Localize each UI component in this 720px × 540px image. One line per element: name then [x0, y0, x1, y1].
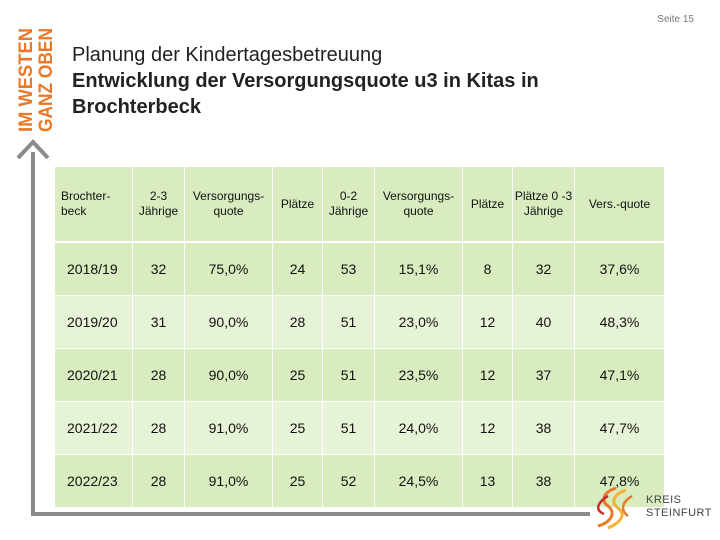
- table-cell: 25: [272, 348, 323, 402]
- table-header-row: Brochter-beck 2-3 Jährige Versorgungs-qu…: [54, 166, 665, 243]
- header-cell: Versorgungs-quote: [374, 166, 463, 243]
- header-cell: Brochter-beck: [54, 166, 133, 243]
- table-cell: 90,0%: [184, 348, 273, 402]
- table-row: 2018/19 32 75,0% 24 53 15,1% 8 32 37,6%: [54, 241, 665, 296]
- table-cell: 38: [512, 401, 575, 455]
- table-cell: 23,5%: [374, 348, 463, 402]
- table-cell: 2020/21: [54, 348, 133, 402]
- table-cell: 23,0%: [374, 295, 463, 349]
- table-cell: 51: [322, 295, 375, 349]
- brand-line-1: IM WESTEN: [16, 28, 37, 132]
- table-cell: 32: [132, 241, 185, 296]
- header-cell: 2-3 Jährige: [132, 166, 185, 243]
- table-cell: 24: [272, 241, 323, 296]
- table-cell: 24,5%: [374, 454, 463, 508]
- table-cell: 52: [322, 454, 375, 508]
- table-cell: 90,0%: [184, 295, 273, 349]
- header-cell: Plätze: [272, 166, 323, 243]
- header-cell: Plätze 0 -3 Jährige: [512, 166, 575, 243]
- table-cell: 47,8%: [574, 454, 665, 508]
- logo-text: KREIS STEINFURT: [646, 494, 712, 520]
- table-cell: 75,0%: [184, 241, 273, 296]
- title-block: Planung der Kindertagesbetreuung Entwick…: [72, 42, 672, 120]
- table-cell: 28: [272, 295, 323, 349]
- logo-line-1: KREIS: [646, 494, 682, 506]
- header-cell: Versorgungs-quote: [184, 166, 273, 243]
- table-cell: 28: [132, 454, 185, 508]
- table-cell: 53: [322, 241, 375, 296]
- table-cell: 51: [322, 401, 375, 455]
- logo-line-2: STEINFURT: [646, 507, 713, 519]
- table-cell: 25: [272, 454, 323, 508]
- table-cell: 28: [132, 401, 185, 455]
- table-row: 2020/21 28 90,0% 25 51 23,5% 12 37 47,1%: [54, 348, 665, 402]
- brand-vertical-text: IM WESTEN GANZ OBEN: [8, 24, 56, 134]
- table-cell: 51: [322, 348, 375, 402]
- data-table: Brochter-beck 2-3 Jährige Versorgungs-qu…: [54, 166, 665, 508]
- table-cell: 12: [462, 348, 513, 402]
- brand-line-2: GANZ OBEN: [36, 28, 56, 132]
- table-row: 2019/20 31 90,0% 28 51 23,0% 12 40 48,3%: [54, 295, 665, 349]
- table-cell: 31: [132, 295, 185, 349]
- table-cell: 48,3%: [574, 295, 665, 349]
- title-line-1: Planung der Kindertagesbetreuung: [72, 44, 383, 66]
- table-cell: 37: [512, 348, 575, 402]
- table-cell: 12: [462, 295, 513, 349]
- table-cell: 8: [462, 241, 513, 296]
- header-cell: Vers.-quote: [574, 166, 665, 243]
- table-cell: 2021/22: [54, 401, 133, 455]
- table-cell: 91,0%: [184, 401, 273, 455]
- header-cell: Plätze: [462, 166, 513, 243]
- header-cell: 0-2 Jährige: [322, 166, 375, 243]
- table-cell: 28: [132, 348, 185, 402]
- title-line-2: Entwicklung der Versorgungsquote u3 in K…: [72, 70, 539, 92]
- table-cell: 32: [512, 241, 575, 296]
- table-cell: 40: [512, 295, 575, 349]
- table-row: 2022/23 28 91,0% 25 52 24,5% 13 38 47,8%: [54, 454, 665, 508]
- table-cell: 2019/20: [54, 295, 133, 349]
- page-number: Seite 15: [657, 14, 694, 25]
- table-cell: 47,7%: [574, 401, 665, 455]
- table-cell: 37,6%: [574, 241, 665, 296]
- table-cell: 47,1%: [574, 348, 665, 402]
- table-cell: 15,1%: [374, 241, 463, 296]
- kreis-steinfurt-logo-icon: [596, 486, 633, 530]
- table-cell: 12: [462, 401, 513, 455]
- table-cell: 2022/23: [54, 454, 133, 508]
- title-line-3: Brochterbeck: [72, 96, 201, 118]
- table-cell: 91,0%: [184, 454, 273, 508]
- table-cell: 2018/19: [54, 241, 133, 296]
- table-cell: 25: [272, 401, 323, 455]
- table-cell: 38: [512, 454, 575, 508]
- table-cell: 13: [462, 454, 513, 508]
- table-cell: 24,0%: [374, 401, 463, 455]
- table-row: 2021/22 28 91,0% 25 51 24,0% 12 38 47,7%: [54, 401, 665, 455]
